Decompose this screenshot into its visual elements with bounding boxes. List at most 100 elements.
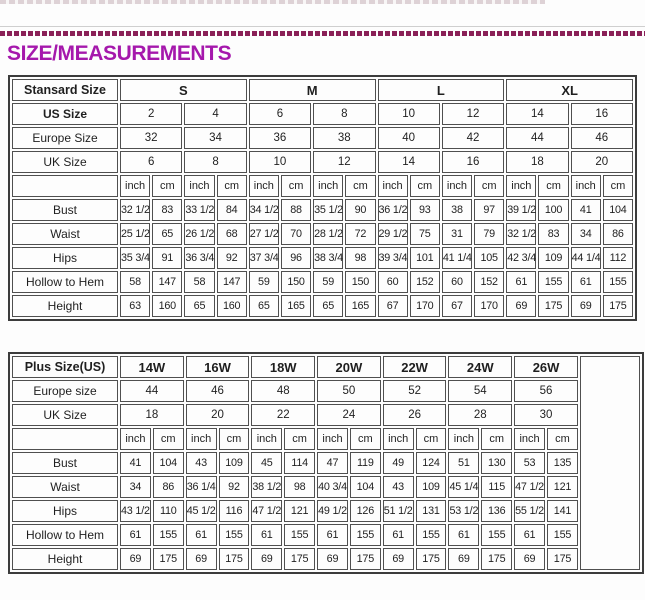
value-cell: 175 bbox=[284, 548, 316, 570]
value-cell: 69 bbox=[317, 548, 348, 570]
size-letter-cell: 18W bbox=[251, 356, 316, 378]
value-cell: 131 bbox=[415, 500, 447, 522]
value-cell: 104 bbox=[602, 199, 633, 221]
conversion-row: US Size 2 4 6 8 10 12 14 16 bbox=[12, 103, 633, 125]
value-cell: 10 bbox=[377, 103, 440, 125]
value-cell: 150 bbox=[345, 271, 376, 293]
value-cell: 47 1/2 bbox=[251, 500, 283, 522]
unit-cell: inch bbox=[313, 175, 344, 197]
value-cell: 49 bbox=[382, 452, 414, 474]
value-cell: 36 bbox=[248, 127, 312, 149]
measurement-row: Waist 25 1/2 65 26 1/2 68 27 1/2 70 28 1/2 72 29 … bbox=[12, 223, 633, 245]
value-cell: 68 bbox=[216, 223, 247, 245]
value-cell: 155 bbox=[349, 524, 381, 546]
divider-line bbox=[0, 26, 645, 27]
measurement-row: Hips 43 1/2 110 45 1/2 116 47 1/2 121 49 1/2 126… bbox=[12, 500, 640, 522]
unit-cell: cm bbox=[152, 175, 183, 197]
value-cell: 61 bbox=[448, 524, 480, 546]
value-cell: 155 bbox=[481, 524, 513, 546]
value-cell: 43 bbox=[382, 476, 414, 498]
value-cell: 109 bbox=[218, 452, 250, 474]
measurement-row: Bust 41 104 43 109 45 114 47 119 49 124 51 130 53 135 bbox=[12, 452, 640, 474]
value-cell: 104 bbox=[152, 452, 184, 474]
value-cell: 160 bbox=[216, 295, 247, 317]
value-cell: 116 bbox=[218, 500, 250, 522]
value-cell: 105 bbox=[474, 247, 505, 269]
value-cell: 126 bbox=[349, 500, 381, 522]
unit-cell: cm bbox=[218, 428, 250, 450]
value-cell: 51 bbox=[448, 452, 480, 474]
value-cell: 22 bbox=[251, 404, 316, 426]
value-cell: 40 3/4 bbox=[317, 476, 348, 498]
row-label-cell: Hollow to Hem bbox=[12, 271, 118, 293]
value-cell: 43 1/2 bbox=[120, 500, 151, 522]
value-cell: 2 bbox=[120, 103, 183, 125]
value-cell: 33 1/2 bbox=[184, 199, 215, 221]
value-cell: 61 bbox=[185, 524, 217, 546]
unit-cell: cm bbox=[284, 428, 316, 450]
size-letter-cell: 16W bbox=[185, 356, 250, 378]
value-cell: 141 bbox=[546, 500, 578, 522]
value-cell: 155 bbox=[284, 524, 316, 546]
blank-label-cell bbox=[12, 428, 118, 450]
size-letter-cell: 24W bbox=[448, 356, 513, 378]
unit-cell: cm bbox=[474, 175, 505, 197]
size-letter-cell: S bbox=[120, 79, 247, 101]
value-cell: 60 bbox=[441, 271, 473, 293]
value-cell: 175 bbox=[602, 295, 633, 317]
page-title: SIZE/MEASUREMENTS bbox=[7, 42, 232, 65]
value-cell: 101 bbox=[409, 247, 440, 269]
value-cell: 150 bbox=[280, 271, 312, 293]
value-cell: 65 bbox=[248, 295, 279, 317]
value-cell: 109 bbox=[415, 476, 447, 498]
value-cell: 93 bbox=[409, 199, 440, 221]
value-cell: 114 bbox=[284, 452, 316, 474]
value-cell: 170 bbox=[409, 295, 440, 317]
value-cell: 160 bbox=[152, 295, 183, 317]
value-cell: 175 bbox=[481, 548, 513, 570]
unit-cell: cm bbox=[280, 175, 312, 197]
conversion-row: Europe Size 32 34 36 38 40 42 44 46 bbox=[12, 127, 633, 149]
value-cell: 124 bbox=[415, 452, 447, 474]
value-cell: 20 bbox=[185, 404, 250, 426]
size-letter-cell: XL bbox=[506, 79, 633, 101]
value-cell: 34 bbox=[570, 223, 601, 245]
value-cell: 170 bbox=[474, 295, 505, 317]
unit-cell: cm bbox=[216, 175, 247, 197]
value-cell: 25 1/2 bbox=[120, 223, 151, 245]
value-cell: 43 bbox=[185, 452, 217, 474]
size-header-row: Plus Size(US) 14W 16W 18W 20W 22W 24W 26W bbox=[12, 356, 640, 570]
unit-cell: cm bbox=[409, 175, 440, 197]
value-cell: 69 bbox=[448, 548, 480, 570]
value-cell: 119 bbox=[349, 452, 381, 474]
value-cell: 12 bbox=[441, 103, 505, 125]
value-cell: 69 bbox=[570, 295, 601, 317]
standard-size-table: Stansard Size S M L XL US Size 2 4 6 8 10 12 14 16 Eur… bbox=[8, 75, 637, 321]
row-label-cell: Waist bbox=[12, 476, 118, 498]
value-cell: 34 bbox=[120, 476, 151, 498]
value-cell: 38 bbox=[441, 199, 473, 221]
measurement-row: Height 63 160 65 160 65 165 65 165 67 170 67 170 69 17… bbox=[12, 295, 633, 317]
value-cell: 86 bbox=[152, 476, 184, 498]
value-cell: 61 bbox=[382, 524, 414, 546]
value-cell: 175 bbox=[538, 295, 569, 317]
value-cell: 38 3/4 bbox=[313, 247, 344, 269]
value-cell: 175 bbox=[415, 548, 447, 570]
measurement-row: Hips 35 3/4 91 36 3/4 92 37 3/4 96 38 3/4 98 39 3… bbox=[12, 247, 633, 269]
value-cell: 28 1/2 bbox=[313, 223, 344, 245]
unit-cell: cm bbox=[546, 428, 578, 450]
value-cell: 110 bbox=[152, 500, 184, 522]
value-cell: 69 bbox=[185, 548, 217, 570]
value-cell: 44 1/4 bbox=[570, 247, 601, 269]
size-system-label-cell: Plus Size(US) bbox=[12, 356, 118, 378]
value-cell: 34 1/2 bbox=[248, 199, 279, 221]
value-cell: 70 bbox=[280, 223, 312, 245]
value-cell: 98 bbox=[345, 247, 376, 269]
value-cell: 42 3/4 bbox=[506, 247, 537, 269]
value-cell: 27 1/2 bbox=[248, 223, 279, 245]
value-cell: 165 bbox=[345, 295, 376, 317]
value-cell: 147 bbox=[152, 271, 183, 293]
value-cell: 41 1/4 bbox=[441, 247, 473, 269]
value-cell: 41 bbox=[120, 452, 151, 474]
size-letter-cell: L bbox=[377, 79, 505, 101]
